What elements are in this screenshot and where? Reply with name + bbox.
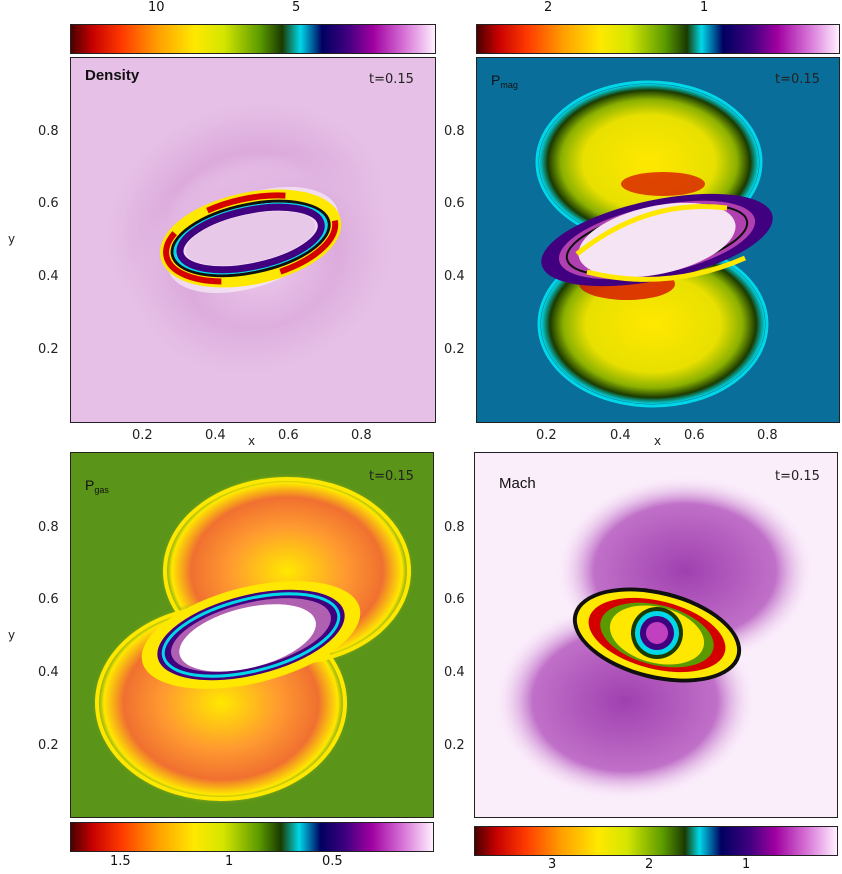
xtick-tr-0.8: 0.8 [757,428,778,443]
ytick-bl-0.6: 0.6 [38,592,59,607]
ytick-br-0.4: 0.4 [444,665,465,680]
xtick-tl-0.4: 0.4 [205,428,226,443]
density-colorbar [70,24,436,54]
pgas-panel-time: t=0.15 [369,469,414,484]
ylabel-top: y [8,232,16,246]
pmag-panel-title: Pmag [491,72,518,90]
density-colorbar-label-10: 10 [148,0,165,15]
ytick-bl-0.2: 0.2 [38,738,59,753]
xtick-tl-0.8: 0.8 [351,428,372,443]
ylabel-bottom: y [8,628,16,642]
xtick-tr-0.6: 0.6 [684,428,705,443]
xtick-tl-0.2: 0.2 [132,428,153,443]
pgas-colorbar-label-0.5: 0.5 [322,854,343,869]
ytick-tr-0.4: 0.4 [444,269,465,284]
ytick-tl-0.6: 0.6 [38,196,59,211]
ytick-tr-0.8: 0.8 [444,124,465,139]
ytick-tl-0.8: 0.8 [38,124,59,139]
pmag-panel: Pmag t=0.15 [476,57,840,423]
pgas-field [71,453,433,817]
mach-panel-time: t=0.15 [775,469,820,484]
ytick-bl-0.8: 0.8 [38,520,59,535]
xtick-tr-0.4: 0.4 [610,428,631,443]
ytick-tr-0.2: 0.2 [444,342,465,357]
ytick-bl-0.4: 0.4 [38,665,59,680]
pgas-colorbar-label-1: 1 [225,854,234,869]
xlabel-top-left: x [248,434,256,448]
mach-colorbar-label-2: 2 [645,857,654,872]
mach-panel: Mach t=0.15 [474,452,838,818]
pgas-colorbar-label-1.5: 1.5 [110,854,131,869]
mach-colorbar-label-3: 3 [548,857,557,872]
xtick-tl-0.6: 0.6 [278,428,299,443]
density-panel: Density t=0.15 [70,57,436,423]
mach-panel-title: Mach [499,475,536,492]
pgas-colorbar [70,822,434,852]
mach-colorbar-label-1: 1 [742,857,751,872]
pmag-colorbar-label-2: 2 [544,0,553,15]
density-field [71,58,435,422]
ytick-br-0.6: 0.6 [444,592,465,607]
pmag-colorbar-label-1: 1 [700,0,709,15]
pmag-colorbar [476,24,840,54]
ytick-tl-0.2: 0.2 [38,342,59,357]
ytick-tl-0.4: 0.4 [38,269,59,284]
density-panel-title: Density [85,67,140,84]
mach-colorbar [474,826,838,856]
density-panel-time: t=0.15 [369,72,414,87]
ytick-br-0.2: 0.2 [444,738,465,753]
density-colorbar-label-5: 5 [292,0,301,15]
xlabel-top-right: x [654,434,662,448]
mach-field [475,453,837,817]
pmag-panel-time: t=0.15 [775,72,820,87]
pgas-panel-title: Pgas [85,477,109,495]
ytick-tr-0.6: 0.6 [444,196,465,211]
pgas-panel: Pgas t=0.15 [70,452,434,818]
ytick-br-0.8: 0.8 [444,520,465,535]
pmag-field [477,58,839,422]
xtick-tr-0.2: 0.2 [536,428,557,443]
